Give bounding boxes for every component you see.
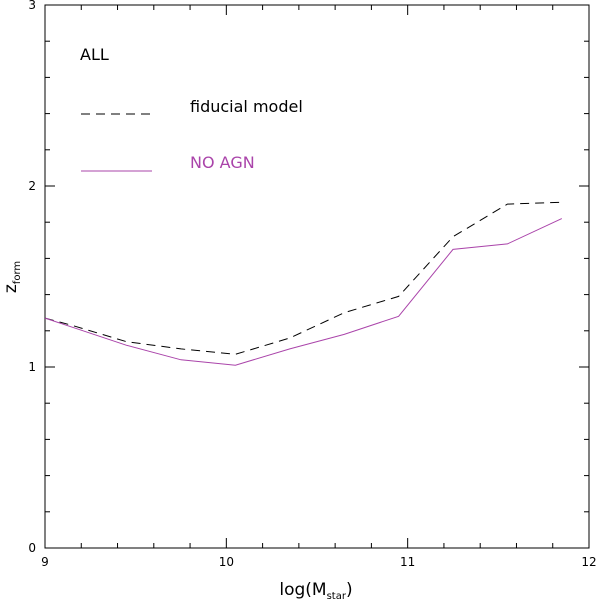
- x-tick-label: 10: [219, 555, 234, 569]
- y-tick-label: 0: [28, 541, 36, 555]
- x-axis-label: log(Mstar): [279, 580, 352, 602]
- legend-label-noagn: NO AGN: [190, 153, 255, 172]
- x-tick-label: 9: [41, 555, 49, 569]
- data-lines: [44, 201, 563, 366]
- panel-label: ALL: [80, 45, 109, 64]
- series-line-0: [44, 201, 562, 355]
- legend-label-fiducial: fiducial model: [190, 97, 303, 116]
- y-tick-label: 3: [28, 0, 36, 12]
- y-axis-label: zform: [1, 261, 23, 293]
- x-tick-label: 11: [400, 555, 415, 569]
- x-tick-label: 12: [581, 555, 596, 569]
- axis-ticks: [44, 4, 590, 549]
- y-tick-label: 2: [28, 179, 36, 193]
- series-line-1: [44, 218, 563, 366]
- plot-frame: [44, 4, 590, 549]
- y-tick-label: 1: [28, 360, 36, 374]
